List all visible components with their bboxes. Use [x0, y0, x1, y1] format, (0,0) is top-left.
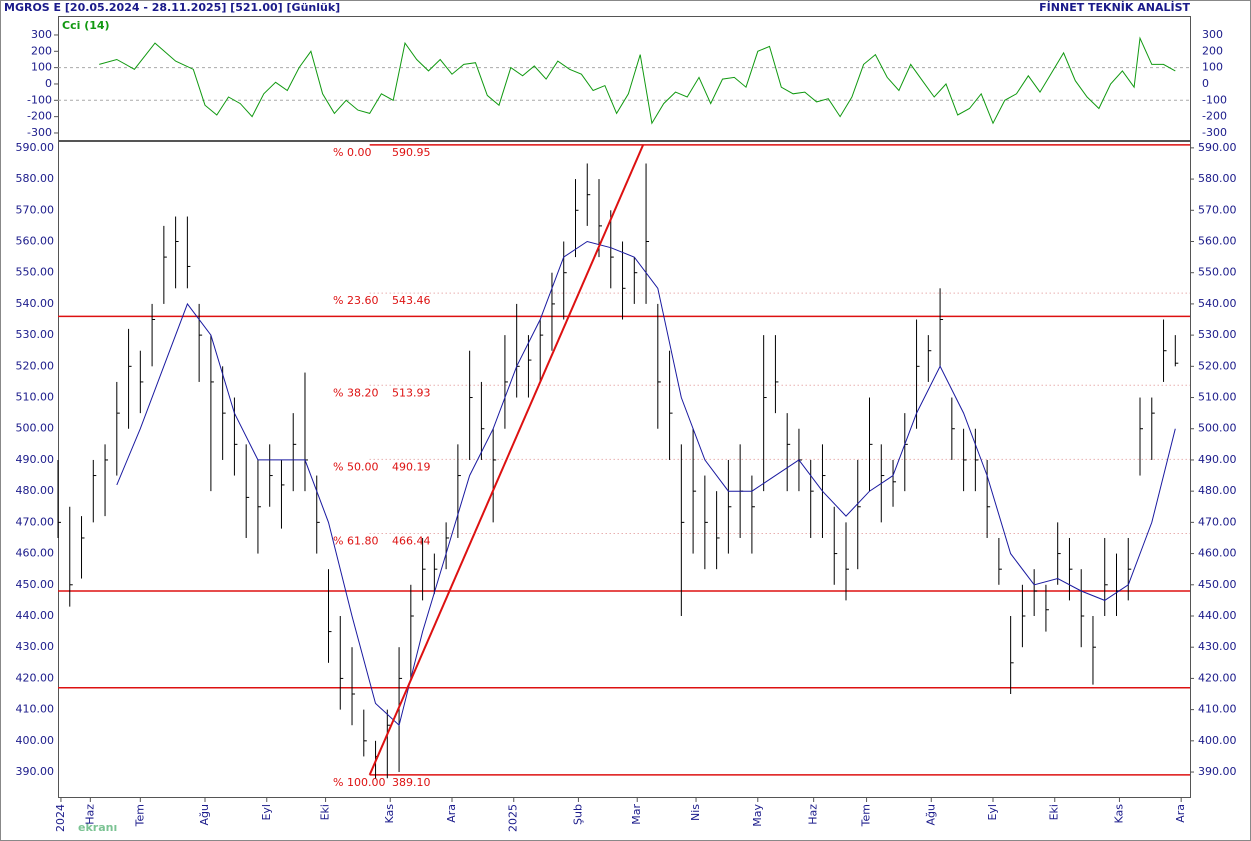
- x-tick-label: Kas: [1112, 804, 1125, 824]
- fib-value: 389.10: [392, 776, 431, 789]
- y2-tick-label: 440.00: [1198, 609, 1237, 622]
- x-tick-label: 2025: [507, 804, 520, 832]
- y2-tick-label: 530.00: [1198, 328, 1237, 341]
- y-tick-label: 560.00: [16, 234, 55, 247]
- y2-tick-label: 430.00: [1198, 640, 1237, 653]
- y2-tick-label: 570.00: [1198, 203, 1237, 216]
- fib-label: % 61.80: [333, 534, 378, 547]
- x-tick-label: Eyl: [260, 804, 273, 821]
- y2-tick-label: 550.00: [1198, 266, 1237, 279]
- y-tick-label: 540.00: [16, 297, 55, 310]
- y-tick-label: 530.00: [16, 328, 55, 341]
- y2-tick-label: 500.00: [1198, 422, 1237, 435]
- fib-label: % 38.20: [333, 386, 378, 399]
- y-tick-label: 300: [31, 28, 52, 41]
- y-tick-label: 420.00: [16, 671, 55, 684]
- y2-tick-label: 400.00: [1198, 734, 1237, 747]
- y-tick-label: 430.00: [16, 640, 55, 653]
- y2-tick-label: 480.00: [1198, 484, 1237, 497]
- watermark: ekranı: [78, 821, 117, 834]
- y-tick-label: 590.00: [16, 141, 55, 154]
- y-tick-label: -200: [27, 110, 52, 123]
- x-tick-label: Eki: [1048, 804, 1061, 820]
- x-tick-label: Haz: [83, 804, 96, 825]
- y-tick-label: 400.00: [16, 734, 55, 747]
- y-tick-label: -300: [27, 126, 52, 139]
- fib-label: % 23.60: [333, 294, 378, 307]
- y-tick-label: 460.00: [16, 547, 55, 560]
- y-tick-label: -100: [27, 93, 52, 106]
- fib-value: 490.19: [392, 460, 431, 473]
- y-tick-label: 520.00: [16, 359, 55, 372]
- x-tick-label: Eyl: [986, 804, 999, 821]
- y-tick-label: 480.00: [16, 484, 55, 497]
- x-tick-label: Ağu: [924, 804, 937, 825]
- y-tick-label: 510.00: [16, 391, 55, 404]
- y2-tick-label: 450.00: [1198, 578, 1237, 591]
- y-tick-label: 440.00: [16, 609, 55, 622]
- fib-value: 466.44: [392, 534, 431, 547]
- x-tick-label: Şub: [571, 804, 584, 825]
- x-tick-label: Ara: [1174, 804, 1187, 823]
- y2-tick-label: 420.00: [1198, 671, 1237, 684]
- x-tick-label: Mar: [630, 804, 643, 825]
- y2-tick-label: 0: [1202, 77, 1209, 90]
- moving-average: [116, 240, 1176, 727]
- y-tick-label: 580.00: [16, 172, 55, 185]
- x-tick-label: Ara: [445, 804, 458, 823]
- fib-value: 513.93: [392, 386, 431, 399]
- y2-tick-label: 460.00: [1198, 547, 1237, 560]
- y-tick-label: 570.00: [16, 203, 55, 216]
- y-tick-label: 390.00: [16, 765, 55, 778]
- y-tick-label: 410.00: [16, 703, 55, 716]
- header-source: FİNNET TEKNİK ANALİST: [1039, 0, 1190, 14]
- header-title: MGROS E [20.05.2024 - 28.11.2025] [521.0…: [4, 1, 340, 14]
- fib-value: 590.95: [392, 146, 431, 159]
- cci-label: Cci (14): [62, 19, 110, 32]
- y-tick-label: 470.00: [16, 515, 55, 528]
- y2-tick-label: 560.00: [1198, 234, 1237, 247]
- y-tick-label: 0: [45, 77, 52, 90]
- x-tick-label: Kas: [383, 804, 396, 824]
- y2-tick-label: -100: [1202, 93, 1227, 106]
- y-tick-label: 550.00: [16, 266, 55, 279]
- x-tick-label: Tem: [860, 804, 873, 827]
- y-tick-label: 100: [31, 61, 52, 74]
- fib-label: % 0.00: [333, 146, 371, 159]
- y2-tick-label: 410.00: [1198, 703, 1237, 716]
- y2-tick-label: 540.00: [1198, 297, 1237, 310]
- x-tick-label: Eki: [319, 804, 332, 820]
- fib-label: % 50.00: [333, 460, 378, 473]
- y2-tick-label: 490.00: [1198, 453, 1237, 466]
- x-tick-label: Ağu: [198, 804, 211, 825]
- y2-tick-label: 300: [1202, 28, 1223, 41]
- cci-panel: [58, 16, 1191, 141]
- x-tick-label: 2024: [54, 804, 67, 832]
- x-tick-label: Tem: [133, 804, 146, 827]
- y2-tick-label: -300: [1202, 126, 1227, 139]
- y-tick-label: 500.00: [16, 422, 55, 435]
- trend-line: [368, 144, 645, 776]
- y2-tick-label: 390.00: [1198, 765, 1237, 778]
- y2-tick-label: 520.00: [1198, 359, 1237, 372]
- y-tick-label: 450.00: [16, 578, 55, 591]
- fib-label: % 100.00: [333, 776, 385, 789]
- cci-line: [99, 36, 1176, 125]
- x-tick-label: Nis: [689, 804, 702, 821]
- y-tick-label: 200: [31, 44, 52, 57]
- y2-tick-label: 590.00: [1198, 141, 1237, 154]
- x-tick-label: Haz: [807, 804, 820, 825]
- y2-tick-label: 470.00: [1198, 515, 1237, 528]
- y2-tick-label: 200: [1202, 44, 1223, 57]
- y2-tick-label: 510.00: [1198, 391, 1237, 404]
- y2-tick-label: 100: [1202, 61, 1223, 74]
- y2-tick-label: 580.00: [1198, 172, 1237, 185]
- fib-value: 543.46: [392, 294, 431, 307]
- y-tick-label: 490.00: [16, 453, 55, 466]
- x-tick-label: May: [751, 804, 764, 827]
- y2-tick-label: -200: [1202, 110, 1227, 123]
